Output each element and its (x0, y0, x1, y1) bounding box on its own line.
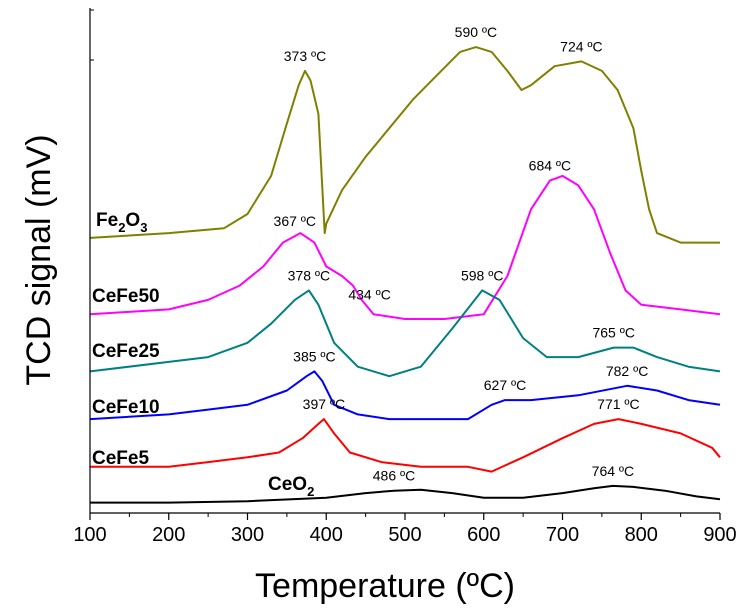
peak-label: 765 ºC (592, 325, 634, 341)
peak-label: 397 ºC (303, 396, 345, 412)
series-line-0 (89, 46, 720, 244)
series-label-5: CeO2 (268, 474, 314, 499)
x-tick-label: 800 (625, 524, 658, 546)
series-labels: Fe2O3 CeFe50 CeFe25 CeFe10 CeFe5 CeO2 (92, 210, 314, 499)
x-tick-label: 500 (388, 524, 421, 546)
peak-label: 486 ºC (373, 468, 415, 484)
y-axis-title: TCD signal (mV) (20, 134, 58, 385)
peak-label: 367 ºC (274, 213, 316, 229)
peak-label: 724 ºC (560, 38, 602, 54)
series-line-1 (89, 174, 721, 320)
x-tick-label: 200 (152, 524, 185, 546)
peak-label: 590 ºC (455, 24, 497, 40)
curves-layer (89, 46, 721, 504)
x-axis-title: Temperature (ºC) (255, 567, 515, 605)
series-label-4: CeFe5 (92, 448, 149, 469)
peak-label: 434 ºC (348, 286, 390, 302)
x-tick-label: 400 (310, 524, 343, 546)
x-tick-label: 300 (231, 524, 264, 546)
x-tick-label: 900 (703, 524, 736, 546)
peak-label: 378 ºC (288, 267, 330, 283)
series-line-2 (89, 289, 721, 378)
x-tick-label: 100 (73, 524, 106, 546)
x-tick-label: 700 (546, 524, 579, 546)
series-label-2: CeFe25 (92, 341, 160, 362)
peak-labels: 373 ºC 590 ºC 724 ºC 367 ºC 434 ºC 684 ºC 378 … (274, 24, 649, 484)
series-line-4 (90, 418, 721, 473)
x-ticks: 100 200 300 400 500 600 700 800 900 (73, 9, 737, 546)
peak-label: 373 ºC (284, 48, 326, 64)
peak-label: 771 ºC (597, 396, 639, 412)
peak-label: 782 ºC (606, 363, 648, 379)
series-label-1: CeFe50 (92, 286, 160, 307)
axes-layer (89, 8, 720, 514)
peak-label: 627 ºC (484, 377, 526, 393)
peak-label: 684 ºC (529, 158, 571, 174)
series-line-3 (89, 370, 721, 421)
peak-label: 598 ºC (461, 267, 503, 283)
x-tick-label: 600 (467, 524, 500, 546)
series-label-3: CeFe10 (92, 397, 160, 418)
series-label-0: Fe2O3 (96, 210, 147, 235)
series-line-5 (90, 484, 721, 504)
peak-label: 385 ºC (293, 348, 335, 364)
peak-label: 764 ºC (592, 463, 634, 479)
